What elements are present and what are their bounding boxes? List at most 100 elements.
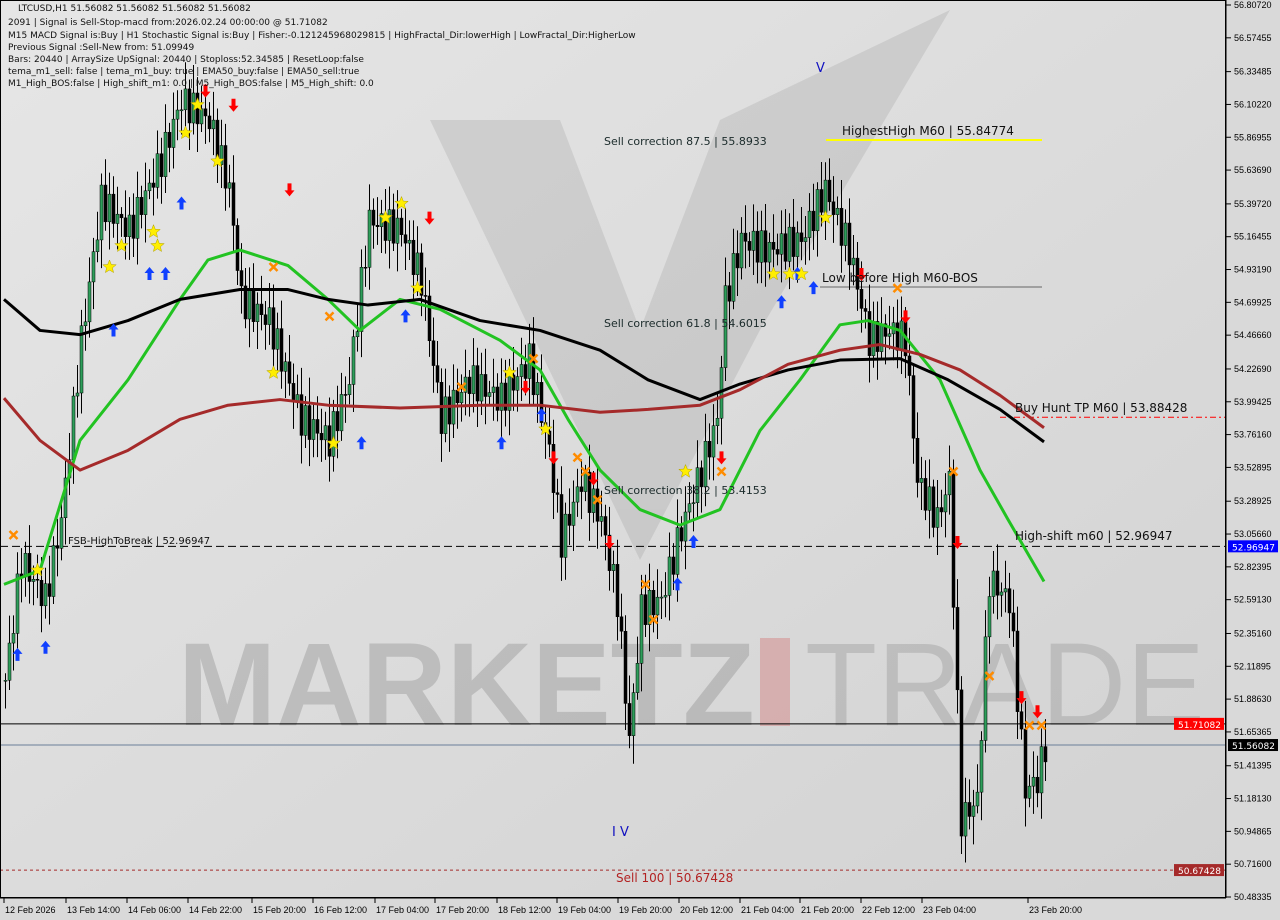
star-icon bbox=[678, 463, 693, 478]
x-tick-label: 14 Feb 22:00 bbox=[189, 905, 242, 915]
candle-body bbox=[483, 374, 488, 397]
candle-body bbox=[179, 109, 184, 112]
candle-body bbox=[939, 507, 944, 513]
candle-body bbox=[551, 444, 556, 493]
y-tick-label: 51.41395 bbox=[1234, 761, 1272, 771]
candle-body bbox=[307, 405, 312, 440]
sell-arrow-icon bbox=[424, 211, 435, 225]
x-tick-label: 21 Feb 20:00 bbox=[801, 905, 854, 915]
candle-body bbox=[843, 222, 848, 246]
sell-arrow-icon bbox=[284, 183, 295, 197]
buy-arrow-icon bbox=[160, 267, 171, 281]
candle-body bbox=[755, 230, 760, 263]
cross-icon bbox=[268, 262, 279, 272]
candle-body bbox=[915, 437, 920, 483]
candle-body bbox=[347, 384, 352, 395]
candle-body bbox=[431, 340, 436, 366]
candle-body bbox=[387, 209, 392, 241]
candle-body bbox=[315, 419, 320, 434]
info-line-2: M15 MACD Signal is:Buy | H1 Stochastic S… bbox=[8, 31, 636, 41]
candle-body bbox=[51, 545, 56, 597]
candle-body bbox=[987, 596, 992, 638]
candle-body bbox=[75, 392, 80, 397]
y-tick-label: 52.82395 bbox=[1234, 562, 1272, 572]
info-line-1: 2091 | Signal is Sell-Stop-macd from:202… bbox=[8, 18, 328, 28]
y-tick-label: 56.33485 bbox=[1234, 67, 1272, 77]
buy-arrow-icon bbox=[776, 295, 787, 309]
time-axis[interactable]: 12 Feb 2026 13 Feb 14:00 14 Feb 06:00 14 Fe… bbox=[3, 898, 1082, 915]
cross-icon bbox=[592, 494, 603, 505]
candle-body bbox=[707, 441, 712, 458]
star-icon bbox=[378, 209, 393, 224]
y-tick-label: 51.18130 bbox=[1234, 794, 1272, 804]
candle-body bbox=[87, 281, 92, 323]
watermark-right: TRADE bbox=[805, 619, 1205, 751]
sell-arrow-icon bbox=[200, 84, 211, 98]
candle-body bbox=[359, 267, 364, 332]
star-icon bbox=[266, 365, 281, 379]
candle-body bbox=[835, 207, 840, 215]
candle-body bbox=[563, 513, 568, 558]
y-tick-label: 55.86955 bbox=[1234, 132, 1272, 142]
candle-body bbox=[479, 374, 484, 402]
candle-body bbox=[579, 486, 584, 492]
cross-icon bbox=[324, 311, 335, 322]
candle-body bbox=[1031, 776, 1036, 787]
sell-arrow-icon bbox=[228, 98, 239, 112]
candle-body bbox=[655, 596, 660, 616]
candle-body bbox=[419, 252, 424, 296]
sell-arrow-icon bbox=[952, 536, 963, 550]
candle-body bbox=[187, 88, 192, 124]
x-tick-label: 17 Feb 20:00 bbox=[436, 905, 489, 915]
candle-body bbox=[555, 492, 560, 495]
candle-body bbox=[631, 692, 636, 736]
candle-body bbox=[599, 516, 604, 522]
candle-body bbox=[339, 394, 344, 432]
candle-body bbox=[771, 241, 776, 250]
candle-body bbox=[447, 396, 452, 425]
candle-body bbox=[879, 323, 884, 352]
candle-body bbox=[671, 556, 676, 575]
candle-body bbox=[703, 441, 708, 488]
watermark-left: MARKETZ bbox=[178, 619, 755, 751]
candle-body bbox=[727, 285, 732, 302]
y-tick-label: 54.46660 bbox=[1234, 330, 1272, 340]
candle-body bbox=[775, 249, 780, 255]
candle-body bbox=[607, 534, 612, 571]
candle-body bbox=[363, 267, 368, 269]
candle-body bbox=[407, 239, 412, 244]
candle-body bbox=[403, 234, 408, 244]
candle-body bbox=[1039, 746, 1044, 794]
buy-arrow-icon bbox=[400, 309, 411, 323]
buy-arrow-icon bbox=[176, 196, 187, 210]
candle-body bbox=[547, 430, 552, 445]
candle-body bbox=[475, 365, 480, 402]
plot-border bbox=[0, 0, 1226, 898]
price-tag-label: 51.71082 bbox=[1178, 721, 1221, 731]
ma-red-line bbox=[2, 343, 1045, 472]
candle-body bbox=[643, 594, 648, 625]
candle-body bbox=[511, 374, 516, 391]
candle-body bbox=[603, 516, 608, 536]
candle-body bbox=[991, 570, 996, 597]
x-tick-label: 18 Feb 12:00 bbox=[498, 905, 551, 915]
annotation-label: I V bbox=[612, 825, 629, 840]
buy-arrow-icon bbox=[108, 323, 119, 337]
star-icon bbox=[326, 435, 341, 450]
candle-body bbox=[519, 364, 524, 377]
candle-body bbox=[647, 590, 652, 625]
candle-body bbox=[271, 307, 276, 350]
candle-body bbox=[907, 355, 912, 376]
candle-body bbox=[811, 210, 816, 232]
price-axis[interactable]: 56.80720 56.57455 56.33485 56.10220 55.86955… bbox=[1226, 0, 1272, 902]
candle-body bbox=[887, 333, 892, 337]
buy-arrow-icon bbox=[496, 436, 507, 450]
candle-body bbox=[803, 237, 808, 242]
candle-body bbox=[975, 791, 980, 807]
candle-body bbox=[683, 511, 688, 542]
candle-body bbox=[931, 486, 936, 528]
candle-body bbox=[291, 383, 296, 402]
candle-body bbox=[839, 207, 844, 246]
candle-body bbox=[211, 119, 216, 130]
